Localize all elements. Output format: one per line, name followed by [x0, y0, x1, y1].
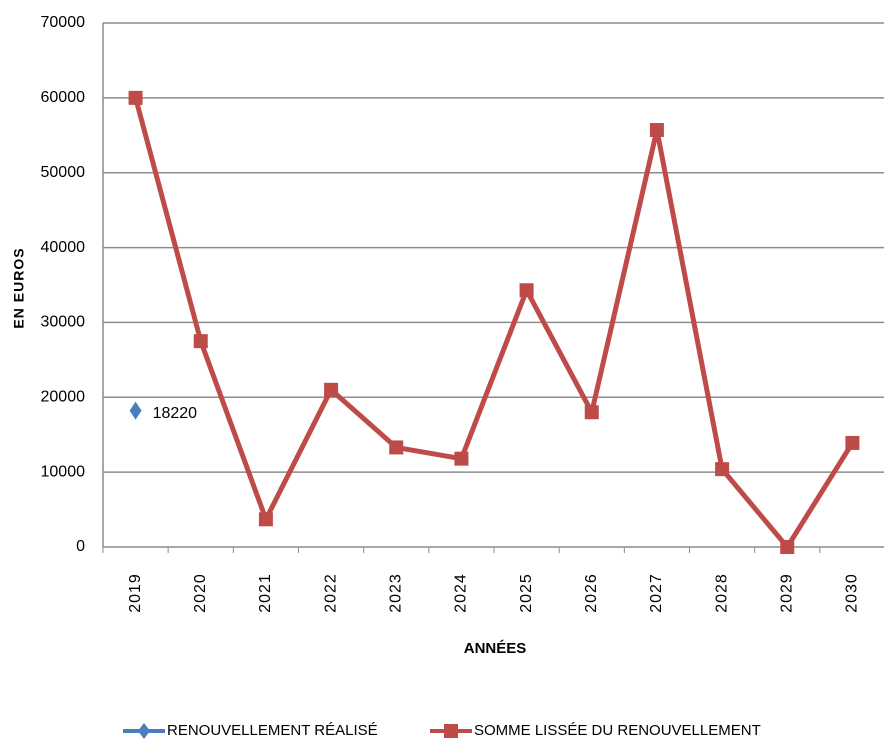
legend-label: SOMME LISSÉE DU RENOUVELLEMENT [474, 722, 761, 739]
y-tick-label: 10000 [41, 463, 86, 480]
x-tick-label: 2027 [648, 573, 665, 613]
data-label: 18220 [153, 405, 198, 422]
series-line [133, 97, 855, 550]
point-marker [389, 440, 404, 455]
x-axis-title: ANNÉES [464, 640, 527, 657]
x-tick-label: 2029 [778, 573, 795, 613]
point-marker [193, 334, 208, 349]
x-tick-label: 2022 [322, 573, 339, 613]
y-tick-label: 70000 [41, 14, 86, 31]
x-tick-label: 2020 [192, 573, 209, 613]
point-marker [454, 451, 469, 466]
x-tick-label: 2021 [257, 573, 274, 613]
y-axis-title: EN EUROS [11, 247, 27, 328]
y-tick-label: 30000 [41, 314, 86, 331]
x-tick-label: 2019 [127, 573, 144, 613]
x-tick-label: 2026 [583, 573, 600, 613]
legend-marker [444, 724, 458, 738]
point-marker [258, 512, 273, 527]
point-marker [715, 462, 730, 477]
point-marker [519, 283, 534, 298]
y-tick-label: 0 [76, 538, 85, 555]
point-marker [128, 90, 143, 105]
legend-marker [138, 723, 150, 739]
point-marker [649, 123, 664, 138]
y-tick-label: 20000 [41, 389, 86, 406]
y-tick-label: 50000 [41, 164, 86, 181]
x-tick-label: 2030 [844, 573, 861, 613]
x-tick-label: 2025 [518, 573, 535, 613]
x-tick-label: 2024 [453, 573, 470, 613]
y-tick-label: 60000 [41, 89, 86, 106]
x-tick-label: 2023 [387, 573, 404, 613]
y-tick-label: 40000 [41, 239, 86, 256]
point-marker [584, 405, 599, 420]
x-tick-label: 2028 [713, 573, 730, 613]
point-marker [324, 382, 339, 397]
legend-label: RENOUVELLEMENT RÉALISÉ [167, 722, 378, 739]
point-marker [129, 401, 142, 420]
point-marker [780, 540, 795, 554]
point-marker [845, 435, 860, 450]
